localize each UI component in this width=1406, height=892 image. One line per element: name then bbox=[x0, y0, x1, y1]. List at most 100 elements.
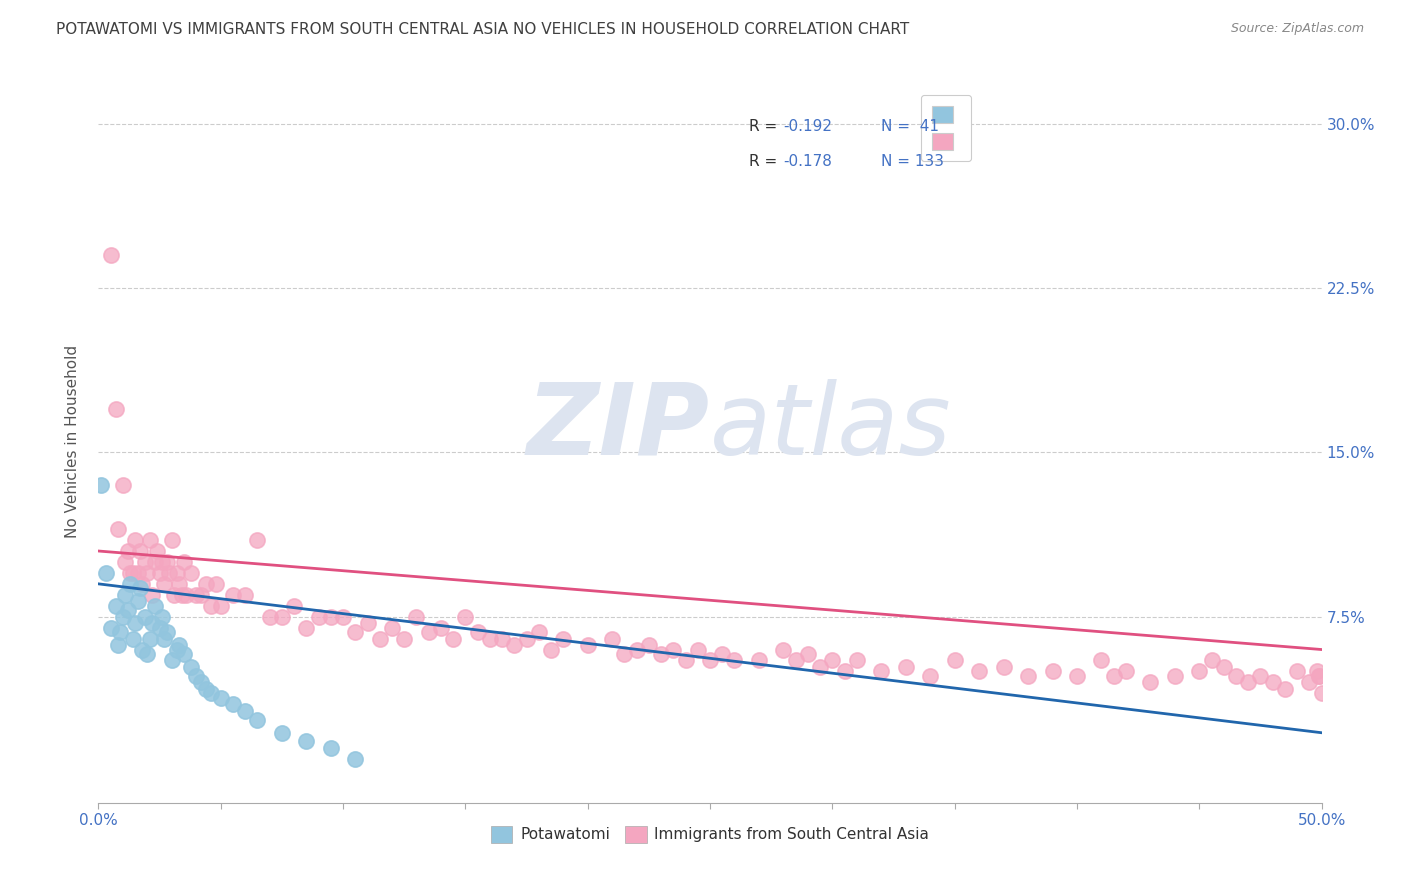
Point bbox=[117, 544, 139, 558]
Point bbox=[180, 660, 202, 674]
Point bbox=[675, 653, 697, 667]
Point bbox=[637, 638, 661, 652]
Point bbox=[100, 248, 122, 262]
Point bbox=[491, 632, 513, 646]
Point bbox=[405, 609, 427, 624]
Point bbox=[430, 621, 453, 635]
Point bbox=[134, 555, 156, 569]
Point bbox=[143, 555, 166, 569]
Point bbox=[943, 653, 966, 667]
Point bbox=[441, 632, 464, 646]
Point bbox=[1286, 665, 1309, 679]
Point bbox=[176, 588, 198, 602]
Point bbox=[1042, 665, 1064, 679]
Text: N =  41: N = 41 bbox=[882, 119, 939, 134]
Point bbox=[136, 647, 159, 661]
Point bbox=[1090, 653, 1112, 667]
Text: -0.192: -0.192 bbox=[783, 119, 832, 134]
Point bbox=[139, 632, 162, 646]
Point bbox=[1274, 681, 1296, 696]
Point bbox=[111, 609, 134, 624]
Point bbox=[319, 609, 342, 624]
Point bbox=[845, 653, 868, 667]
Point bbox=[139, 533, 162, 547]
Point bbox=[222, 588, 245, 602]
Point bbox=[418, 625, 440, 640]
Point bbox=[626, 642, 648, 657]
Point bbox=[134, 609, 156, 624]
Point bbox=[870, 665, 893, 679]
Point bbox=[205, 577, 228, 591]
Point bbox=[785, 653, 807, 667]
Point bbox=[1164, 669, 1187, 683]
Point bbox=[233, 704, 256, 718]
Legend: Potawatomi, Immigrants from South Central Asia: Potawatomi, Immigrants from South Centra… bbox=[485, 820, 935, 849]
Point bbox=[1306, 665, 1329, 679]
Point bbox=[1261, 675, 1284, 690]
Point bbox=[190, 588, 212, 602]
Point bbox=[699, 653, 721, 667]
Point bbox=[295, 621, 318, 635]
Point bbox=[167, 577, 190, 591]
Point bbox=[993, 660, 1015, 674]
Point bbox=[121, 632, 143, 646]
Point bbox=[967, 665, 990, 679]
Text: R =: R = bbox=[749, 119, 782, 134]
Point bbox=[797, 647, 820, 661]
Point bbox=[723, 653, 745, 667]
Point bbox=[381, 621, 404, 635]
Point bbox=[107, 522, 129, 536]
Point bbox=[834, 665, 856, 679]
Point bbox=[319, 741, 342, 756]
Point bbox=[186, 588, 208, 602]
Point bbox=[1201, 653, 1223, 667]
Text: R =: R = bbox=[749, 153, 782, 169]
Point bbox=[1237, 675, 1260, 690]
Point bbox=[121, 566, 143, 580]
Point bbox=[1066, 669, 1088, 683]
Point bbox=[686, 642, 709, 657]
Point bbox=[94, 566, 117, 580]
Point bbox=[127, 566, 149, 580]
Point bbox=[180, 566, 202, 580]
Point bbox=[200, 599, 222, 613]
Point bbox=[104, 599, 127, 613]
Point bbox=[270, 609, 294, 624]
Point bbox=[156, 555, 179, 569]
Point bbox=[114, 555, 136, 569]
Point bbox=[478, 632, 501, 646]
Point bbox=[104, 401, 127, 416]
Point bbox=[136, 566, 159, 580]
Point bbox=[124, 616, 146, 631]
Point bbox=[283, 599, 305, 613]
Point bbox=[209, 599, 232, 613]
Point bbox=[821, 653, 844, 667]
Point bbox=[114, 588, 136, 602]
Point bbox=[222, 698, 245, 712]
Point bbox=[173, 555, 195, 569]
Point bbox=[127, 594, 149, 608]
Point bbox=[711, 647, 734, 661]
Point bbox=[1188, 665, 1211, 679]
Point bbox=[259, 609, 281, 624]
Point bbox=[808, 660, 831, 674]
Point bbox=[515, 632, 537, 646]
Point bbox=[1115, 665, 1137, 679]
Point bbox=[454, 609, 477, 624]
Point bbox=[160, 653, 183, 667]
Text: ZIP: ZIP bbox=[527, 378, 710, 475]
Point bbox=[553, 632, 575, 646]
Point bbox=[143, 599, 166, 613]
Point bbox=[150, 555, 173, 569]
Point bbox=[894, 660, 917, 674]
Point bbox=[1225, 669, 1247, 683]
Point bbox=[270, 725, 294, 739]
Point bbox=[90, 478, 112, 492]
Point bbox=[111, 478, 134, 492]
Point bbox=[156, 625, 179, 640]
Text: -0.178: -0.178 bbox=[783, 153, 832, 169]
Point bbox=[650, 647, 672, 661]
Point bbox=[186, 669, 208, 683]
Point bbox=[392, 632, 416, 646]
Text: N = 133: N = 133 bbox=[882, 153, 945, 169]
